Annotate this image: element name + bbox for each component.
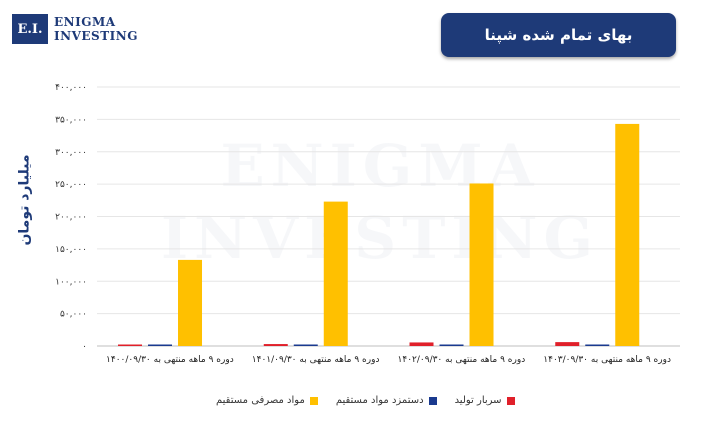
bar-materials [469, 183, 494, 346]
logo-line-1: Enigma [54, 15, 116, 29]
bar-labor [439, 344, 464, 346]
x-tick-label: دوره ۹ ماهه منتهی به ۱۴۰۳/۰۹/۳۰ [543, 355, 671, 365]
x-tick-label: دوره ۹ ماهه منتهی به ۱۴۰۲/۰۹/۳۰ [398, 355, 526, 365]
legend-item-labor: دستمزد مواد مستقیم [336, 395, 437, 406]
legend-swatch-labor [428, 396, 437, 405]
bar-materials [178, 259, 203, 346]
y-tick-label: ۴۰۰,۰۰۰ [55, 83, 87, 93]
legend-label-overhead: سربار تولید [454, 395, 502, 406]
logo-wordmark: Enigma Investing [54, 15, 138, 43]
legend-item-overhead: سربار تولید [455, 395, 515, 406]
legend-swatch-materials [309, 396, 318, 405]
legend-label-labor: دستمزد مواد مستقیم [335, 395, 424, 406]
bar-labor [148, 344, 173, 346]
logo-line-2: Investing [54, 29, 138, 43]
y-tick-label: ۱۰۰,۰۰۰ [55, 277, 87, 287]
bar-overhead [263, 344, 288, 346]
chart-title: بهای تمام شده شپنا [441, 13, 676, 57]
legend: سربار تولید دستمزد مواد مستقیم مواد مصرف… [216, 395, 515, 406]
y-tick-label: ۳۵۰,۰۰۰ [55, 115, 87, 125]
bar-labor [585, 344, 610, 346]
legend-swatch-overhead [506, 396, 515, 405]
bar-materials [323, 201, 348, 346]
y-tick-label: ۳۰۰,۰۰۰ [55, 148, 87, 158]
brand-logo: E.I. Enigma Investing [12, 14, 138, 44]
bar-overhead [555, 342, 580, 346]
y-tick-label: ۰ [82, 342, 87, 352]
bar-materials [615, 123, 640, 346]
legend-label-materials: مواد مصرفی مستقیم [216, 395, 305, 406]
y-tick-label: ۲۵۰,۰۰۰ [55, 180, 87, 190]
bar-overhead [118, 344, 143, 346]
logo-mark: E.I. [12, 14, 48, 44]
legend-item-materials: مواد مصرفی مستقیم [216, 395, 318, 406]
x-tick-label: دوره ۹ ماهه منتهی به ۱۴۰۰/۰۹/۳۰ [106, 355, 234, 365]
bar-labor [293, 344, 318, 346]
x-tick-label: دوره ۹ ماهه منتهی به ۱۴۰۱/۰۹/۳۰ [252, 355, 380, 365]
y-tick-label: ۲۰۰,۰۰۰ [55, 213, 87, 223]
y-tick-label: ۱۵۰,۰۰۰ [55, 245, 87, 255]
y-tick-label: ۵۰,۰۰۰ [60, 310, 87, 320]
bar-overhead [409, 342, 434, 346]
